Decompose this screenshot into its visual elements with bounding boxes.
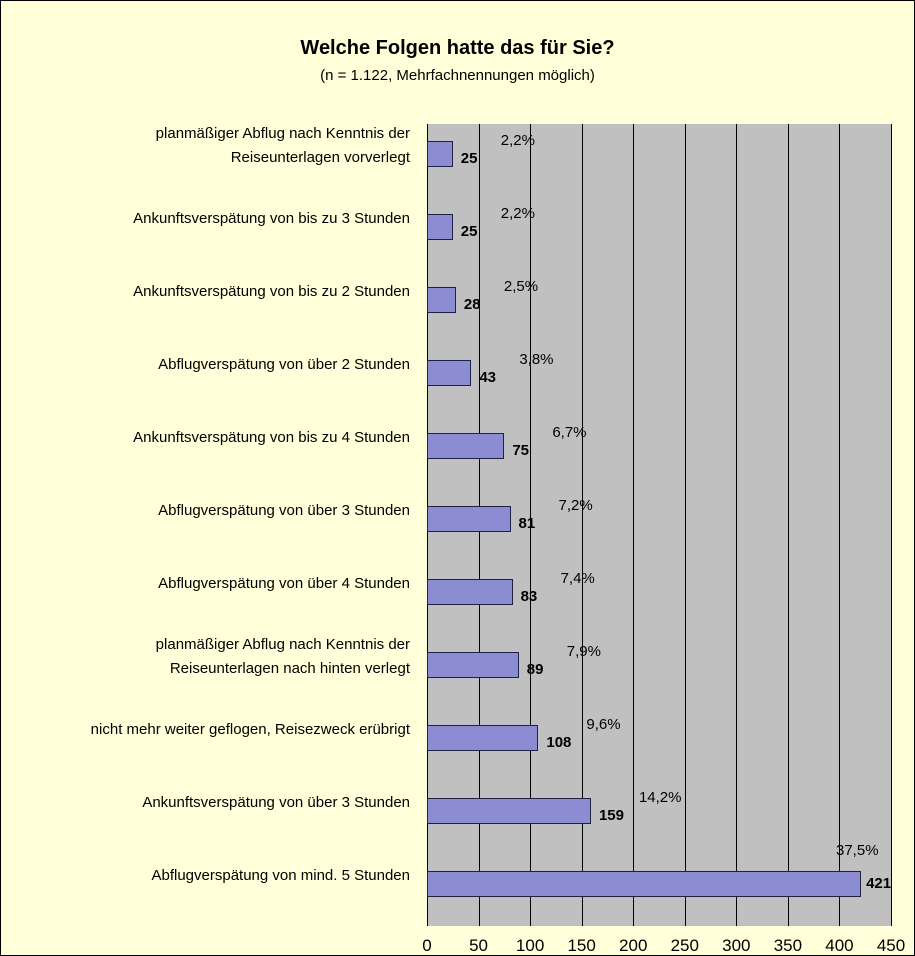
bar bbox=[427, 651, 519, 678]
value-label: 81 bbox=[518, 515, 536, 532]
bar bbox=[427, 141, 453, 168]
x-tick-label: 150 bbox=[567, 936, 596, 955]
category-label: Abflugverspätung von über 4 Stunden bbox=[158, 574, 410, 592]
value-label: 83 bbox=[520, 587, 538, 605]
percentage-label: 9,6% bbox=[586, 715, 621, 733]
bar bbox=[427, 506, 511, 532]
bar bbox=[427, 433, 505, 460]
category-label: planmäßiger Abflug nach Kenntnis der Rei… bbox=[155, 125, 410, 167]
bar bbox=[427, 724, 539, 751]
grid-line bbox=[581, 124, 583, 926]
grid-line bbox=[530, 124, 532, 926]
category-label: Abflugverspätung von mind. 5 Stunden bbox=[151, 866, 410, 884]
percentage-label: 37,5% bbox=[836, 841, 879, 859]
x-tick-label: 200 bbox=[619, 936, 648, 955]
percentage-label: 3,8% bbox=[519, 351, 554, 369]
value-label: 108 bbox=[546, 733, 572, 751]
grid-line bbox=[891, 124, 892, 926]
percentage-label: 6,7% bbox=[552, 424, 587, 442]
x-tick-label: 250 bbox=[670, 936, 699, 955]
value-label: 89 bbox=[526, 660, 544, 678]
bar bbox=[427, 578, 513, 605]
percentage-label: 7,4% bbox=[560, 569, 595, 587]
bar bbox=[427, 797, 591, 824]
grid-line bbox=[787, 124, 789, 926]
percentage-label: 2,2% bbox=[500, 132, 535, 150]
x-tick-label: 100 bbox=[515, 936, 545, 955]
percentage-label: 14,2% bbox=[638, 788, 682, 806]
percentage-label: 7,9% bbox=[566, 642, 601, 660]
percentage-label: 2,5% bbox=[503, 278, 539, 296]
bar bbox=[427, 287, 456, 314]
category-label: Ankunftsverspätung von bis zu 2 Stunden bbox=[133, 283, 410, 301]
grid-line bbox=[736, 124, 738, 926]
bar bbox=[427, 870, 862, 897]
bar bbox=[427, 214, 453, 241]
value-label: 43 bbox=[479, 369, 497, 387]
x-tick-label: 400 bbox=[825, 936, 854, 955]
x-tick-label: 350 bbox=[773, 936, 803, 955]
x-tick-label: 50 bbox=[469, 936, 489, 955]
bar bbox=[427, 360, 472, 387]
grid-line bbox=[633, 124, 635, 926]
category-label: Abflugverspätung von über 3 Stunden bbox=[158, 502, 410, 519]
x-tick-label: 300 bbox=[722, 936, 751, 955]
chart-title: Welche Folgen hatte das für Sie? bbox=[300, 37, 615, 59]
category-label: nicht mehr weiter geflogen, Reisezweck e… bbox=[90, 720, 410, 738]
category-label: Ankunftsverspätung von bis zu 4 Stunden bbox=[133, 429, 410, 447]
grid-line bbox=[684, 124, 686, 926]
x-tick-label: 0 bbox=[422, 936, 432, 955]
chart-subtitle: (n = 1.122, Mehrfachnennungen möglich) bbox=[320, 67, 595, 84]
value-label: 25 bbox=[460, 150, 478, 168]
value-label: 421 bbox=[866, 874, 892, 892]
grid-line bbox=[839, 124, 841, 926]
value-label: 75 bbox=[512, 442, 530, 460]
category-label: Ankunftsverspätung von über 3 Stunden bbox=[142, 793, 410, 811]
category-label: Ankunftsverspätung von bis zu 3 Stunden bbox=[133, 210, 410, 228]
x-tick-label: 450 bbox=[876, 936, 906, 955]
percentage-label: 2,2% bbox=[500, 205, 535, 223]
percentage-label: 7,2% bbox=[558, 497, 593, 514]
value-label: 25 bbox=[460, 223, 478, 241]
value-label: 159 bbox=[598, 806, 624, 824]
category-label: planmäßiger Abflug nach Kenntnis der Rei… bbox=[155, 635, 410, 677]
category-label: Abflugverspätung von über 2 Stunden bbox=[158, 356, 410, 374]
value-label: 28 bbox=[463, 296, 481, 314]
